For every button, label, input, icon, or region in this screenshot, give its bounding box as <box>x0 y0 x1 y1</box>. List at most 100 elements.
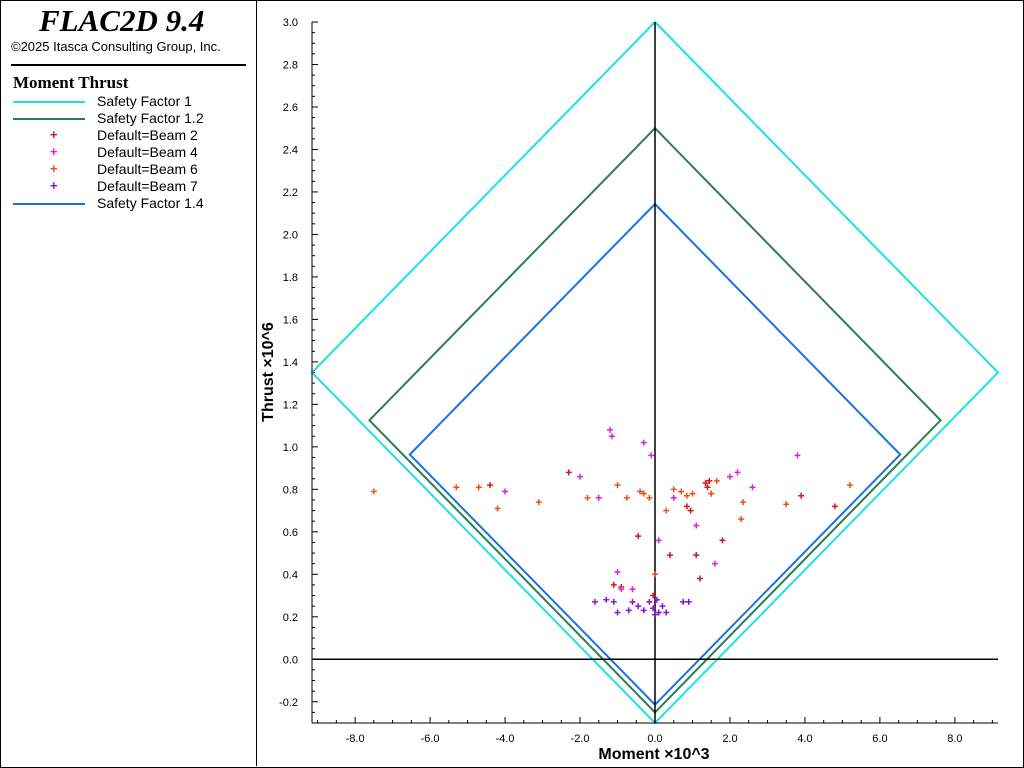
marker-default-beam-2 <box>666 552 673 559</box>
legend-label: Safety Factor 1.2 <box>97 110 204 126</box>
marker-default-beam-6 <box>678 488 685 495</box>
x-tick-label: 4.0 <box>797 733 812 745</box>
legend-line-swatch <box>13 203 85 205</box>
data-markers <box>370 426 853 618</box>
marker-default-beam-6 <box>738 516 745 523</box>
axes <box>311 22 998 724</box>
legend-label: Default=Beam 4 <box>97 144 198 160</box>
legend-item-beam-6: + Default=Beam 6 <box>13 161 248 178</box>
marker-default-beam-4 <box>711 560 718 567</box>
marker-default-beam-4 <box>502 488 509 495</box>
marker-default-beam-2 <box>687 507 694 514</box>
marker-default-beam-2 <box>650 592 657 599</box>
marker-default-beam-6 <box>370 488 377 495</box>
legend-label: Safety Factor 1.4 <box>97 195 204 211</box>
marker-default-beam-6 <box>783 501 790 508</box>
marker-default-beam-7 <box>653 596 660 603</box>
y-tick-label: 2.4 <box>283 144 298 156</box>
marker-default-beam-4 <box>670 494 677 501</box>
y-tick-label: 1.4 <box>283 357 298 369</box>
marker-default-beam-6 <box>494 505 501 512</box>
marker-default-beam-4 <box>629 586 636 593</box>
axis-ticks <box>312 21 993 724</box>
x-tick-label: -6.0 <box>421 733 440 745</box>
legend-label: Default=Beam 7 <box>97 178 198 194</box>
legend-item-safety-factor-1-2: Safety Factor 1.2 <box>13 110 248 127</box>
legend-item-beam-4: + Default=Beam 4 <box>13 144 248 161</box>
x-tick-label: 8.0 <box>947 733 962 745</box>
x-tick-label: 6.0 <box>872 733 887 745</box>
marker-default-beam-4 <box>640 439 647 446</box>
y-tick-label: 3.0 <box>283 17 298 29</box>
marker-default-beam-2 <box>719 537 726 544</box>
y-tick-label: 2.8 <box>283 59 298 71</box>
marker-default-beam-7 <box>635 603 642 610</box>
marker-default-beam-6 <box>740 499 747 506</box>
marker-default-beam-6 <box>652 571 658 578</box>
marker-default-beam-4 <box>595 494 602 501</box>
marker-default-beam-2 <box>610 581 617 588</box>
marker-default-beam-2 <box>696 575 703 582</box>
app-title: FLAC2D 9.4 <box>39 3 205 38</box>
marker-default-beam-6 <box>453 484 460 491</box>
marker-default-beam-4 <box>693 522 700 529</box>
y-tick-label: 1.8 <box>283 272 298 284</box>
y-tick-label: 1.0 <box>283 442 298 454</box>
marker-default-beam-6 <box>646 494 653 501</box>
legend-label: Default=Beam 2 <box>97 127 198 143</box>
marker-default-beam-2 <box>693 552 700 559</box>
marker-default-beam-7 <box>603 596 610 603</box>
plus-marker-icon: + <box>50 144 58 159</box>
marker-default-beam-7 <box>592 598 599 605</box>
marker-default-beam-6 <box>640 490 647 497</box>
plus-marker-icon: + <box>50 161 58 176</box>
marker-default-beam-4 <box>726 473 733 480</box>
y-tick-label: 1.6 <box>283 314 298 326</box>
marker-default-beam-2 <box>565 469 572 476</box>
legend-label: Safety Factor 1 <box>97 93 192 109</box>
legend-title: Moment Thrust <box>13 73 129 92</box>
y-axis-label: Thrust ×10^6 <box>260 322 277 422</box>
marker-default-beam-2 <box>704 484 711 491</box>
marker-default-beam-2 <box>487 482 494 489</box>
marker-default-beam-4 <box>734 469 741 476</box>
x-tick-label: -8.0 <box>346 733 365 745</box>
marker-default-beam-6 <box>670 486 677 493</box>
y-tick-label: 2.6 <box>283 102 298 114</box>
legend-panel: FLAC2D 9.4 ©2025 Itasca Consulting Group… <box>1 1 257 766</box>
marker-default-beam-6 <box>584 494 591 501</box>
marker-default-beam-7 <box>646 598 653 605</box>
marker-default-beam-2 <box>702 479 709 486</box>
x-tick-label: -2.0 <box>571 733 590 745</box>
marker-default-beam-6 <box>846 482 853 489</box>
marker-default-beam-7 <box>650 605 657 612</box>
marker-default-beam-6 <box>637 488 644 495</box>
marker-default-beam-7 <box>629 598 636 605</box>
marker-default-beam-6 <box>614 482 621 489</box>
marker-default-beam-2 <box>798 492 805 499</box>
y-tick-label: 0.6 <box>283 527 298 539</box>
legend-item-beam-7: + Default=Beam 7 <box>13 178 248 195</box>
marker-default-beam-4 <box>749 484 756 491</box>
y-tick-label: 2.2 <box>283 187 298 199</box>
marker-default-beam-4 <box>608 433 615 440</box>
marker-default-beam-4 <box>614 569 621 576</box>
marker-default-beam-6 <box>475 484 482 491</box>
x-axis-label: Moment ×10^3 <box>598 746 709 763</box>
copyright-text: ©2025 Itasca Consulting Group, Inc. <box>11 39 221 54</box>
y-tick-label: 0.2 <box>283 612 298 624</box>
marker-default-beam-4 <box>655 537 662 544</box>
marker-default-beam-2 <box>683 503 690 510</box>
marker-default-beam-7 <box>652 611 658 618</box>
marker-default-beam-4 <box>607 426 614 433</box>
legend-label: Default=Beam 6 <box>97 161 198 177</box>
plus-marker-icon: + <box>50 127 58 142</box>
marker-default-beam-6 <box>689 490 696 497</box>
marker-default-beam-6 <box>623 494 630 501</box>
marker-default-beam-2 <box>831 503 838 510</box>
marker-default-beam-7 <box>614 609 621 616</box>
marker-default-beam-7 <box>640 607 647 614</box>
marker-default-beam-2 <box>635 533 642 540</box>
legend-line-swatch <box>13 101 85 103</box>
